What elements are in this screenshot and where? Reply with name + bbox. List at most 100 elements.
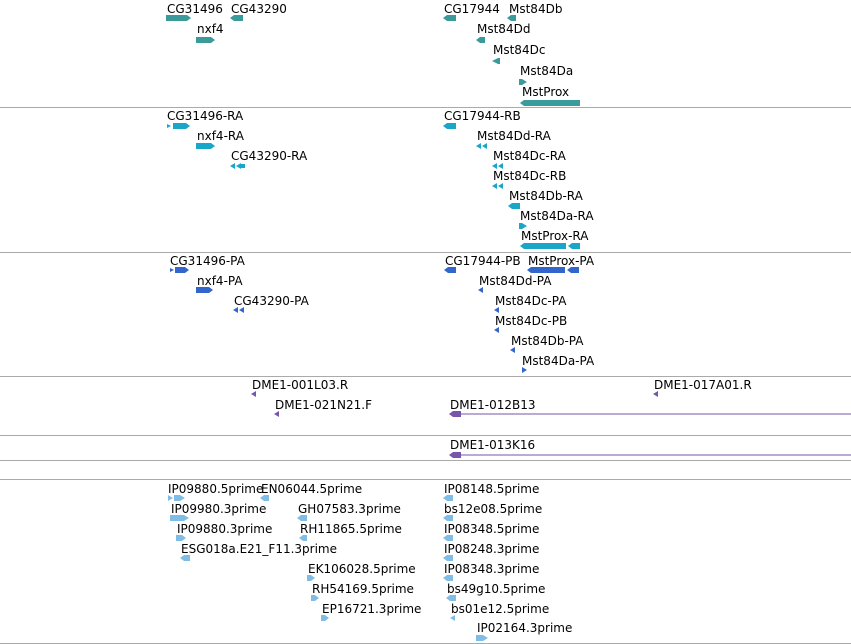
feature-label: RH11865.5prime [300, 522, 402, 536]
feature-label: Mst84Dc-PA [495, 294, 567, 308]
feature-label: IP02164.3prime [477, 621, 573, 635]
feature-label: Mst84Da [520, 64, 574, 78]
clone-track: DME1-001L03.R DME1-017A01.R DME1-021N21.… [0, 377, 851, 435]
transcript-glyph [167, 123, 190, 129]
gene-glyph [507, 15, 516, 21]
protein-glyph [444, 267, 456, 273]
est-glyph [170, 515, 189, 521]
clone-glyph [274, 411, 279, 417]
protein-glyph [527, 267, 579, 273]
feature-label: nxf4 [197, 22, 224, 36]
feature-label: CG31496-RA [167, 109, 244, 123]
feature-label: Mst84Db [509, 2, 563, 16]
transcript-glyph [520, 243, 580, 249]
est-glyph [299, 535, 307, 541]
gene-glyph [166, 15, 191, 21]
gene-track: CG31496 CG43290 nxf4 CG17944 Mst84Db Mst… [0, 0, 851, 107]
feature-label: EN06044.5prime [261, 482, 363, 496]
est-glyph [450, 615, 455, 621]
protein-glyph [170, 267, 189, 273]
est-glyph [443, 575, 453, 581]
feature-label: CG43290-PA [234, 294, 309, 308]
est-glyph [321, 615, 329, 621]
feature-label: IP08248.3prime [444, 542, 540, 556]
feature-label: nxf4-PA [197, 274, 243, 288]
est-glyph [443, 515, 453, 521]
feature-label: MstProx [522, 85, 570, 99]
gene-glyph [230, 15, 243, 21]
est-glyph [311, 595, 319, 601]
feature-label: EK106028.5prime [308, 562, 416, 576]
empty-track [0, 461, 851, 479]
feature-label: ESG018a.E21_F11.3prime [181, 542, 337, 556]
track-separator [0, 252, 851, 253]
track-separator [0, 460, 851, 461]
est-glyph [443, 535, 453, 541]
gene-glyph [476, 37, 485, 43]
feature-label: IP09880.3prime [177, 522, 273, 536]
protein-glyph [494, 307, 499, 313]
feature-label: CG17944-RB [444, 109, 521, 123]
feature-label: bs49g10.5prime [447, 582, 546, 596]
clone-track-2: DME1-013K16 [0, 436, 851, 460]
transcript-glyph [508, 203, 520, 209]
gene-glyph [520, 100, 580, 106]
feature-label: Mst84Dd [477, 22, 531, 36]
gene-glyph [443, 15, 456, 21]
feature-label: Mst84Dc [493, 43, 546, 57]
protein-glyph [494, 327, 499, 333]
feature-label: MstProx-PA [528, 254, 595, 268]
clone-glyph [449, 411, 851, 417]
track-separator [0, 435, 851, 436]
feature-label: DME1-001L03.R [252, 378, 349, 392]
est-glyph [446, 595, 456, 601]
transcript-glyph [492, 163, 503, 169]
feature-label: CG17944-PB [445, 254, 521, 268]
gene-glyph [492, 58, 500, 64]
est-glyph [443, 555, 453, 561]
feature-label: Mst84Dc-PB [495, 314, 568, 328]
feature-label: IP08348.3prime [444, 562, 540, 576]
protein-glyph [233, 307, 244, 313]
clone-glyph [449, 452, 851, 458]
est-glyph [443, 495, 453, 501]
feature-label: IP09880.5prime [168, 482, 264, 496]
est-glyph [176, 535, 186, 541]
est-glyph [260, 495, 269, 501]
est-glyph [180, 555, 190, 561]
feature-label: DME1-017A01.R [654, 378, 752, 392]
clone-glyph [251, 391, 256, 397]
feature-label: Mst84Dc-RA [493, 149, 566, 163]
feature-label: CG17944 [444, 2, 500, 16]
feature-label: GH07583.3prime [298, 502, 401, 516]
est-track: IP09880.5prime EN06044.5prime IP08148.5p… [0, 480, 851, 644]
feature-label: DME1-021N21.F [275, 398, 373, 412]
est-glyph [476, 635, 488, 641]
protein-glyph [510, 347, 515, 353]
gene-glyph [196, 37, 215, 43]
feature-label: Mst84Db-PA [511, 334, 584, 348]
feature-label: Mst84Dc-RB [493, 169, 567, 183]
feature-label: Mst84Da-RA [520, 209, 594, 223]
est-glyph [168, 495, 185, 501]
feature-label: CG31496-PA [170, 254, 245, 268]
feature-label: RH54169.5prime [312, 582, 414, 596]
est-glyph [307, 575, 315, 581]
transcript-glyph [519, 223, 527, 229]
feature-label: Mst84Dd-RA [477, 129, 551, 143]
feature-label: EP16721.3prime [322, 602, 422, 616]
est-glyph [297, 515, 307, 521]
transcript-glyph [443, 123, 456, 129]
transcript-track: CG31496-RA nxf4-RA CG43290-RA CG17944-RB… [0, 108, 851, 252]
protein-glyph [478, 287, 483, 293]
feature-label: IP09980.3prime [171, 502, 267, 516]
feature-label: MstProx-RA [521, 229, 589, 243]
feature-label: bs12e08.5prime [444, 502, 543, 516]
clone-glyph [653, 391, 658, 397]
protein-glyph [196, 287, 213, 293]
feature-label: IP08348.5prime [444, 522, 540, 536]
transcript-glyph [230, 163, 245, 169]
transcript-glyph [476, 143, 487, 149]
protein-glyph [522, 367, 527, 373]
feature-label: IP08148.5prime [444, 482, 540, 496]
